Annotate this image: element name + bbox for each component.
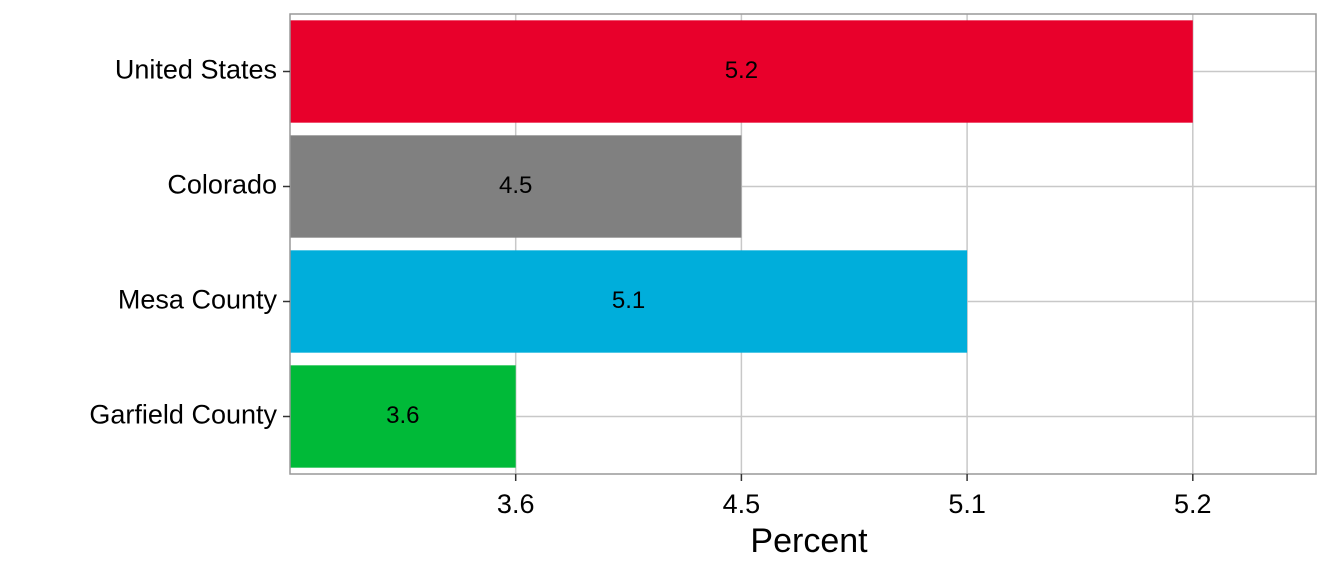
y-tick-label: Colorado: [167, 170, 277, 200]
bar: [290, 250, 968, 353]
x-tick-label: 3.6: [497, 489, 535, 519]
x-tick-label: 4.5: [723, 489, 761, 519]
y-tick-label: Mesa County: [118, 285, 278, 315]
bar: [290, 135, 742, 238]
y-tick-label: United States: [115, 55, 277, 85]
value-label: 4.5: [499, 172, 532, 199]
y-tick-label: Garfield County: [89, 400, 277, 430]
x-tick-label: 5.2: [1174, 489, 1212, 519]
bar: [290, 365, 516, 468]
x-axis-title: Percent: [750, 522, 868, 560]
value-label: 5.2: [725, 57, 758, 84]
value-label: 3.6: [386, 402, 419, 429]
panel-border: [289, 13, 1317, 475]
value-label: 5.1: [612, 287, 645, 314]
bar: [290, 20, 1193, 123]
x-tick-label: 5.1: [948, 489, 986, 519]
